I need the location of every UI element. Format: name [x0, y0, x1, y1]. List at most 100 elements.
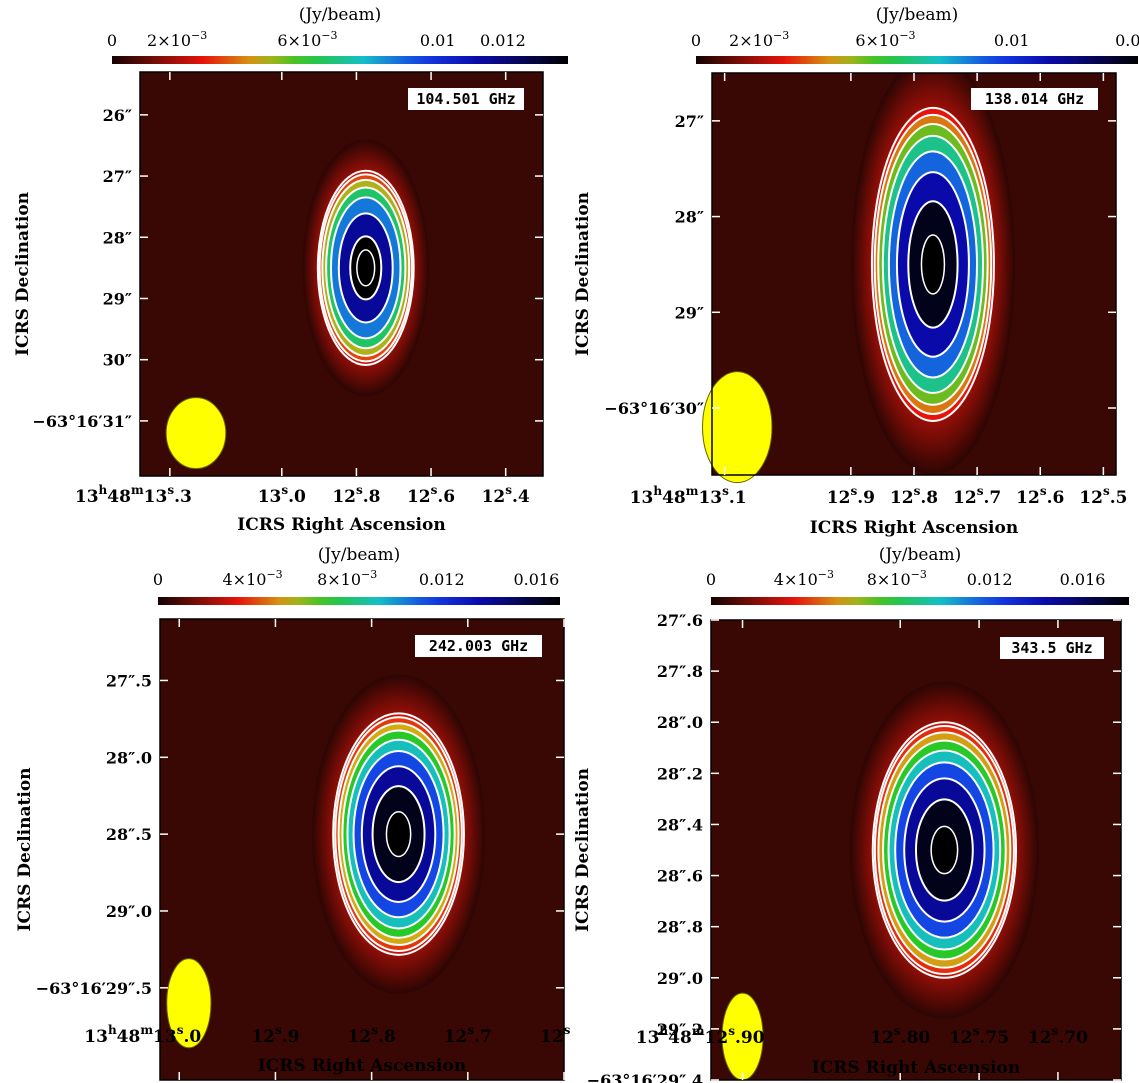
colorbar-tick-label: 8×10−3 — [317, 568, 377, 589]
beam-ellipse — [166, 958, 212, 1049]
frequency-label: 343.5 GHz — [1011, 639, 1092, 657]
colorbar — [696, 56, 1138, 64]
y-tick-label: 27″ — [675, 112, 704, 131]
y-tick-label: 28″.6 — [657, 867, 703, 886]
source-peak — [356, 249, 376, 287]
colorbar-title: (Jy/beam) — [318, 545, 401, 565]
colorbar — [158, 597, 560, 605]
y-tick-label: 28″.5 — [106, 825, 152, 844]
colorbar-title: (Jy/beam) — [299, 5, 382, 25]
beam-ellipse — [165, 397, 227, 470]
y-tick-label: 29″.0 — [657, 969, 703, 988]
colorbar-tick-label: 0.016 — [513, 570, 559, 589]
y-tick-label: 26″ — [103, 106, 132, 125]
x-tick-label: 12s.4 — [482, 483, 530, 507]
x-tick-label: 12s.80 — [870, 1024, 930, 1048]
x-axis-label: ICRS Right Ascension — [812, 1058, 1020, 1078]
x-tick-label: 12s.6 — [1016, 484, 1064, 508]
x-axis-label: ICRS Right Ascension — [810, 518, 1018, 538]
frequency-label-box — [971, 88, 1098, 110]
source-peak — [930, 825, 959, 875]
x-tick-label: 12s.9 — [251, 1023, 299, 1047]
colorbar-tick-label: 2×10−3 — [147, 29, 207, 50]
colorbar-tick-label: 0.012 — [480, 31, 526, 50]
colorbar-title: (Jy/beam) — [876, 5, 959, 25]
y-tick-label: 27″.5 — [106, 671, 152, 690]
colorbar-tick-label: 0 — [691, 31, 701, 50]
colorbar-tick-label: 4×10−3 — [223, 568, 283, 589]
y-tick-label: −63°16′29″.5 — [36, 979, 152, 998]
colorbar-title: (Jy/beam) — [879, 545, 962, 565]
panel-138ghz: (Jy/beam) 0 2×10−3 6×10−3 0.01 0.014 138.014 G… — [573, 5, 1139, 538]
image-area — [712, 73, 1116, 475]
x-tick-label: 13h48m13s.1 — [630, 484, 747, 508]
frequency-label: 104.501 GHz — [416, 90, 515, 108]
panel-104ghz: (Jy/beam) 0 2×10−3 6×10−3 0.01 0.012 104.501 G… — [13, 5, 568, 535]
y-tick-label: −63°16′29″.4 — [587, 1071, 703, 1083]
x-tick-label: 12s.5 — [1079, 484, 1127, 508]
colorbar-tick-label: 2×10−3 — [729, 29, 789, 50]
source-peak — [385, 811, 412, 858]
y-tick-label: 27″.6 — [657, 611, 703, 630]
x-tick-label: 12s.7 — [444, 1023, 492, 1047]
frequency-label: 138.014 GHz — [985, 90, 1084, 108]
frequency-label-box — [408, 88, 524, 110]
frequency-label: 242.003 GHz — [429, 637, 528, 655]
y-tick-label: 27″.8 — [657, 662, 703, 681]
x-tick-label: 12s.8 — [348, 1023, 396, 1047]
colorbar-tick-label: 0 — [706, 570, 716, 589]
x-tick-label: 12s.8 — [890, 484, 938, 508]
y-axis-label: ICRS Declination — [573, 768, 593, 932]
colorbar — [711, 597, 1129, 605]
y-tick-label: 29″ — [675, 303, 704, 322]
colorbar-tick-label: 8×10−3 — [867, 568, 927, 589]
colorbar-tick-label: 6×10−3 — [277, 29, 337, 50]
x-tick-label: 12s.9 — [827, 484, 875, 508]
colorbar-tick-label: 0.014 — [1115, 31, 1139, 50]
image-area — [711, 620, 1121, 1080]
x-tick-label: 12s.70 — [1028, 1024, 1088, 1048]
y-tick-label: 30″ — [103, 351, 132, 370]
y-tick-label: 28″.8 — [657, 918, 703, 937]
image-area — [140, 72, 543, 476]
panel-343ghz: (Jy/beam) 0 4×10−3 8×10−3 0.012 0.016 343.5 GH… — [573, 545, 1129, 1083]
source-peak — [920, 234, 946, 295]
colorbar-tick-label: 0.012 — [967, 570, 1013, 589]
frequency-label-box — [415, 635, 542, 657]
y-tick-label: 29″ — [103, 289, 132, 308]
colorbar-tick-label: 0.01 — [420, 31, 456, 50]
colorbar-tick-label: 0.01 — [994, 31, 1030, 50]
colorbar — [112, 56, 568, 64]
y-tick-label: 27″ — [103, 167, 132, 186]
x-tick-label: 12s.6 — [540, 1023, 570, 1047]
colorbar-tick-label: 6×10−3 — [855, 29, 915, 50]
x-axis-label: ICRS Right Ascension — [258, 1056, 466, 1076]
x-tick-label: 12s.7 — [953, 484, 1001, 508]
y-tick-label: 28″ — [103, 228, 132, 247]
y-axis-label: ICRS Declination — [573, 192, 593, 356]
beam-ellipse — [702, 371, 773, 484]
x-tick-label: 13h48m13s.0 — [84, 1023, 201, 1047]
y-tick-label: 28″.0 — [657, 713, 703, 732]
x-axis-label: ICRS Right Ascension — [237, 515, 445, 535]
y-tick-label: 28″ — [675, 208, 704, 227]
plot-frame — [159, 618, 565, 1081]
y-axis-label: ICRS Declination — [13, 192, 33, 356]
colorbar-tick-label: 0 — [153, 570, 163, 589]
plot-frame — [139, 71, 544, 477]
x-tick-label: 12s.8 — [332, 483, 380, 507]
y-axis-label: ICRS Declination — [15, 767, 35, 931]
frequency-label-box — [1000, 637, 1104, 659]
y-tick-label: 28″.4 — [657, 815, 703, 834]
y-tick-label: 29″.2 — [657, 1020, 703, 1039]
y-tick-label: 28″.2 — [657, 764, 703, 783]
colorbar-tick-label: 0 — [107, 31, 117, 50]
colorbar-tick-label: 0.012 — [419, 570, 465, 589]
panel-242ghz: (Jy/beam) 0 4×10−3 8×10−3 0.012 0.016 242.003 … — [15, 545, 570, 1081]
colorbar-tick-label: 4×10−3 — [774, 568, 834, 589]
plot-frame — [710, 619, 1122, 1081]
y-tick-label: −63°16′30″ — [604, 399, 704, 418]
x-tick-label: 13s.0 — [258, 483, 306, 507]
colorbar-tick-label: 0.016 — [1060, 570, 1106, 589]
